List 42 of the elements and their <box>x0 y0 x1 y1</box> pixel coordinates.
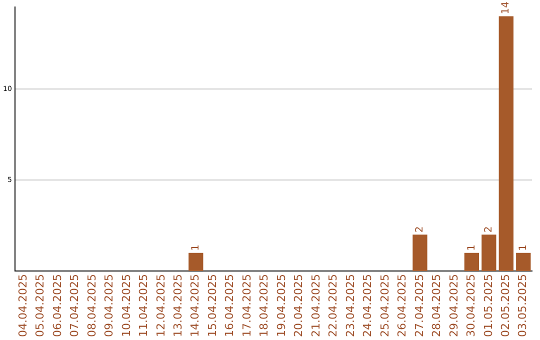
x-tick-label: 03.05.2025 <box>516 274 530 338</box>
x-tick-label: 08.04.2025 <box>85 274 98 338</box>
bar <box>498 16 514 272</box>
x-tick-label: 01.05.2025 <box>482 274 495 338</box>
bar <box>482 234 496 272</box>
x-tick-label: 14.04.2025 <box>188 274 202 338</box>
data-label: 14 <box>500 2 512 14</box>
bar <box>188 252 204 272</box>
x-tick-label: 19.04.2025 <box>274 274 288 338</box>
bar <box>412 234 428 272</box>
bar <box>464 252 479 272</box>
x-tick-label: 30.04.2025 <box>464 274 478 338</box>
x-tick-label: 16.04.2025 <box>223 274 236 338</box>
data-label: 2 <box>414 226 426 233</box>
x-tick-label: 22.04.2025 <box>326 274 340 338</box>
x-tick-label: 24.04.2025 <box>361 274 374 338</box>
data-label: 1 <box>190 244 202 251</box>
x-tick-label: 28.04.2025 <box>430 274 444 338</box>
x-tick-label: 04.04.2025 <box>16 274 30 338</box>
x-tick-label: 18.04.2025 <box>258 274 271 338</box>
x-tick-label: 12.04.2025 <box>154 274 168 338</box>
x-tick-label: 29.04.2025 <box>447 274 460 338</box>
x-tick-label: 10.04.2025 <box>120 274 133 338</box>
x-tick-label: 11.04.2025 <box>137 274 150 338</box>
bar <box>516 252 531 272</box>
x-tick-label: 20.04.2025 <box>292 274 306 338</box>
x-tick-label: 13.04.2025 <box>172 274 185 338</box>
x-tick-label: 05.04.2025 <box>34 274 47 338</box>
x-tick-label: 17.04.2025 <box>240 274 254 338</box>
data-label: 1 <box>518 244 529 251</box>
data-label: 1 <box>466 244 478 251</box>
x-tick-label: 02.05.2025 <box>499 274 512 338</box>
x-tick-label: 25.04.2025 <box>378 274 392 338</box>
data-label: 2 <box>484 226 495 233</box>
x-tick-label: 15.04.2025 <box>206 274 219 338</box>
x-tick-label: 21.04.2025 <box>309 274 322 338</box>
x-tick-label: 07.04.2025 <box>68 274 82 338</box>
x-tick-label: 06.04.2025 <box>50 274 64 338</box>
x-tick-label: 27.04.2025 <box>412 274 426 338</box>
x-tick-label: 09.04.2025 <box>102 274 116 338</box>
x-tick-label: 23.04.2025 <box>344 274 357 338</box>
x-tick-label: 26.04.2025 <box>396 274 409 338</box>
